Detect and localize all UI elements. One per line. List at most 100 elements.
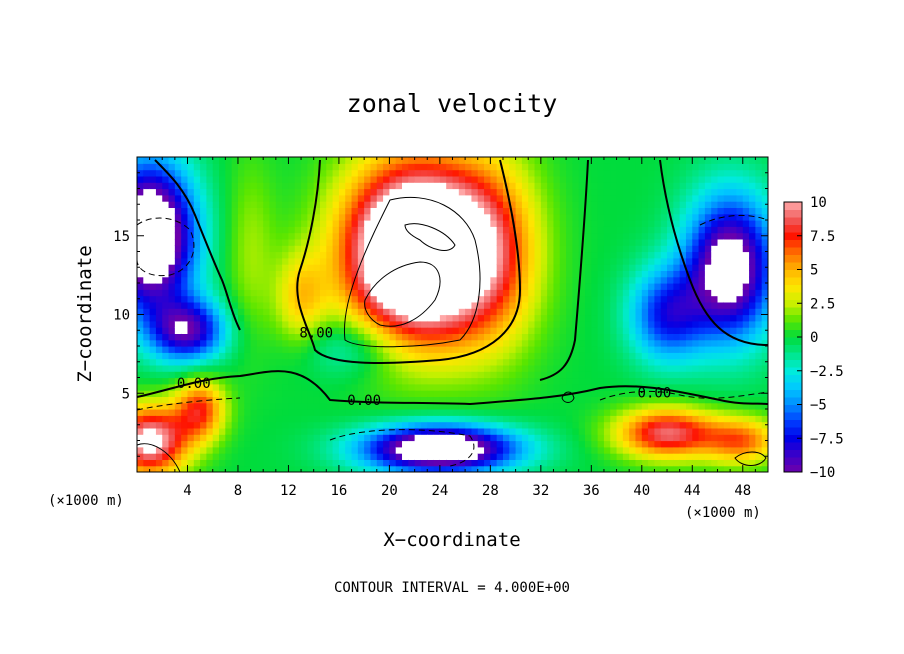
heatmap-cell — [496, 434, 504, 442]
heatmap-cell — [433, 434, 441, 442]
heatmap-cell — [452, 320, 460, 328]
heatmap-cell — [263, 371, 271, 379]
heatmap-cell — [654, 251, 662, 259]
heatmap-cell — [313, 402, 321, 410]
heatmap-cell — [389, 295, 397, 303]
heatmap-cell — [585, 276, 592, 284]
heatmap-cell — [439, 245, 447, 253]
heatmap-cell — [395, 446, 403, 454]
heatmap-cell — [446, 402, 454, 410]
heatmap-cell — [629, 421, 637, 429]
heatmap-cell — [540, 207, 548, 215]
heatmap-cell — [288, 440, 296, 448]
heatmap-cell — [679, 453, 687, 460]
heatmap-cell — [534, 446, 542, 454]
heatmap-cell — [174, 213, 182, 221]
heatmap-cell — [749, 188, 756, 196]
heatmap-cell — [326, 415, 334, 423]
heatmap-cell — [736, 270, 744, 278]
heatmap-cell — [313, 390, 321, 397]
heatmap-cell — [237, 276, 245, 284]
heatmap-cell — [654, 226, 662, 234]
heatmap-cell — [521, 453, 529, 460]
heatmap-cell — [648, 257, 656, 265]
heatmap-cell — [502, 264, 510, 271]
heatmap-cell — [332, 440, 340, 448]
heatmap-cell — [566, 427, 573, 435]
heatmap-cell — [319, 409, 327, 416]
heatmap-cell — [427, 207, 435, 215]
heatmap-cell — [427, 440, 435, 448]
heatmap-cell — [502, 226, 510, 234]
heatmap-cell — [490, 276, 498, 284]
heatmap-cell — [364, 169, 372, 177]
heatmap-cell — [414, 232, 422, 240]
heatmap-cell — [484, 314, 491, 322]
heatmap-cell — [723, 207, 731, 215]
heatmap-cell — [181, 201, 189, 208]
heatmap-cell — [370, 308, 378, 316]
heatmap-cell — [641, 245, 649, 253]
heatmap-cell — [540, 465, 548, 472]
heatmap-cell — [332, 289, 340, 297]
heatmap-cell — [540, 390, 548, 397]
heatmap-cell — [301, 440, 308, 448]
heatmap-cell — [439, 188, 447, 196]
heatmap-cell — [749, 377, 756, 385]
heatmap-cell — [181, 427, 189, 435]
heatmap-cell — [137, 194, 144, 202]
heatmap-cell — [307, 175, 315, 183]
heatmap-cell — [338, 251, 346, 259]
heatmap-cell — [206, 465, 214, 472]
heatmap-cell — [168, 390, 176, 397]
heatmap-cell — [698, 207, 706, 215]
heatmap-cell — [679, 188, 687, 196]
heatmap-cell — [515, 320, 523, 328]
heatmap-cell — [730, 295, 738, 303]
heatmap-cell — [181, 220, 189, 227]
heatmap-cell — [174, 358, 182, 366]
heatmap-cell — [231, 440, 239, 448]
heatmap-cell — [755, 440, 763, 448]
heatmap-cell — [477, 459, 485, 467]
heatmap-cell — [559, 270, 567, 278]
heatmap-cell — [711, 459, 719, 467]
heatmap-cell — [345, 169, 353, 177]
heatmap-cell — [326, 276, 334, 284]
heatmap-cell — [477, 289, 485, 297]
heatmap-cell — [723, 182, 731, 190]
heatmap-cell — [667, 339, 674, 347]
heatmap-cell — [155, 339, 163, 347]
heatmap-cell — [307, 415, 315, 423]
heatmap-cell — [458, 453, 466, 460]
heatmap-cell — [534, 314, 542, 322]
heatmap-cell — [540, 169, 548, 177]
heatmap-cell — [452, 440, 460, 448]
heatmap-cell — [477, 421, 485, 429]
heatmap-cell — [616, 169, 624, 177]
heatmap-cell — [231, 352, 239, 360]
heatmap-cell — [559, 283, 567, 290]
heatmap-cell — [502, 415, 510, 423]
heatmap-cell — [383, 409, 390, 416]
heatmap-cell — [446, 333, 454, 341]
heatmap-cell — [761, 358, 768, 366]
heatmap-cell — [357, 276, 365, 284]
heatmap-cell — [465, 390, 473, 397]
heatmap-cell — [484, 396, 491, 404]
heatmap-cell — [502, 194, 510, 202]
heatmap-cell — [490, 409, 498, 416]
heatmap-cell — [294, 333, 302, 341]
heatmap-cell — [200, 427, 208, 435]
heatmap-cell — [370, 339, 378, 347]
heatmap-cell — [704, 352, 712, 360]
heatmap-cell — [200, 169, 208, 177]
heatmap-cell — [616, 421, 624, 429]
heatmap-cell — [439, 251, 447, 259]
heatmap-cell — [578, 434, 586, 442]
heatmap-cell — [465, 289, 473, 297]
heatmap-cell — [723, 220, 731, 227]
heatmap-cell — [364, 409, 372, 416]
heatmap-cell — [597, 465, 605, 472]
heatmap-cell — [502, 358, 510, 366]
